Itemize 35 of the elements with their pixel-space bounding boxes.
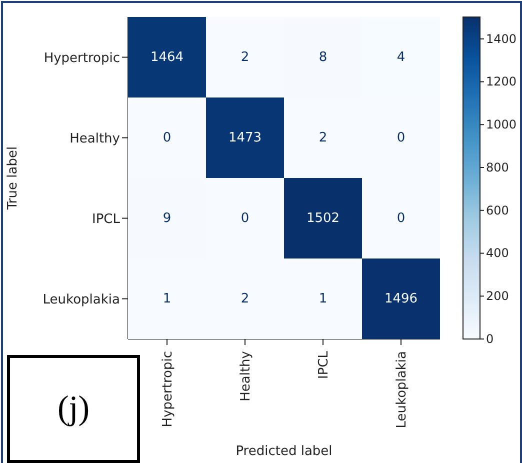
x-tick-label: Leukoplakia [394, 351, 410, 428]
data-label: 0 [240, 210, 250, 226]
data-label: 2 [240, 291, 250, 306]
text: (j) [57, 390, 90, 428]
y-tick-label: Hypertropic [44, 50, 120, 66]
data-label: 2 [318, 130, 328, 146]
data-label: 1496 [384, 291, 418, 306]
color-bar-label: 1000 [486, 118, 517, 132]
data-label: 1 [318, 291, 328, 306]
data-label: 4 [396, 50, 406, 65]
data-label: 0 [396, 210, 406, 226]
data-label: 9 [162, 210, 172, 226]
data-label: 0 [396, 130, 406, 146]
y-axis-title: True label [6, 146, 21, 211]
color-bar-label: 800 [486, 160, 509, 174]
color-bar-label: 0 [486, 332, 494, 346]
data-label: 1502 [306, 210, 340, 226]
data-label: 1 [162, 291, 172, 306]
y-tick-label: Leukoplakia [42, 292, 120, 308]
color-bar-label: 1400 [486, 32, 517, 46]
color-bar-label: 600 [486, 203, 509, 218]
y-tick-label: IPCL [92, 212, 121, 227]
data-label: 1473 [228, 130, 262, 146]
x-axis-title: Predicted label [236, 444, 332, 459]
color-bar-label: 400 [486, 246, 509, 260]
x-tick-label: Healthy [238, 350, 254, 402]
data-label: 2 [240, 50, 250, 65]
color-bar-label: 1200 [486, 74, 517, 89]
x-tick-label: Hypertropic [160, 351, 176, 428]
data-label: 1464 [150, 50, 184, 65]
data-label: 0 [162, 130, 172, 146]
color-bar-label: 200 [486, 289, 509, 304]
x-tick-label: IPCL [316, 350, 332, 379]
y-tick-label: Healthy [70, 131, 120, 146]
data-label: 8 [318, 50, 328, 65]
